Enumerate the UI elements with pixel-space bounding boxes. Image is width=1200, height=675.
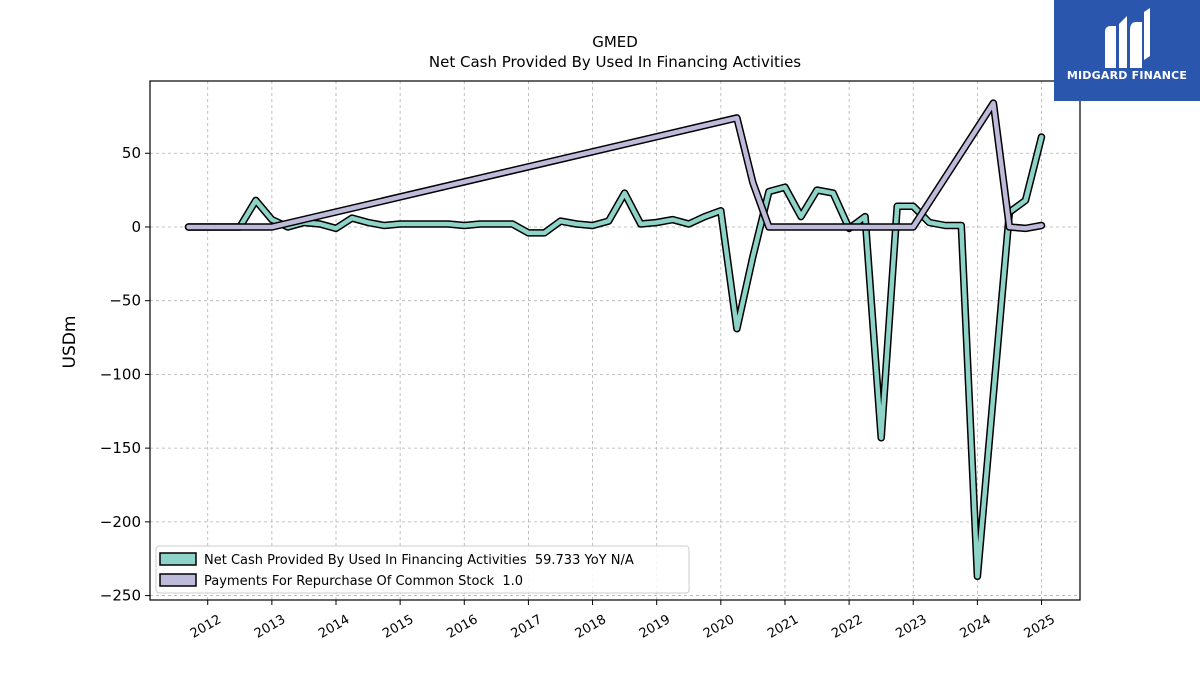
x-tick-label: 2016 bbox=[444, 612, 480, 642]
plot-frame bbox=[149, 80, 1081, 601]
x-tick-label: 2017 bbox=[509, 612, 545, 642]
grid bbox=[150, 81, 1080, 600]
midgard-logo-icon bbox=[1105, 8, 1150, 68]
brand-logo: MIDGARD FINANCE bbox=[1054, 0, 1200, 101]
x-tick-label: 2012 bbox=[188, 612, 224, 642]
x-tick-label: 2025 bbox=[1022, 612, 1058, 642]
y-tick-label: 50 bbox=[122, 144, 141, 162]
x-tick-label: 2013 bbox=[252, 612, 288, 642]
y-axis-label: USDm bbox=[60, 316, 80, 369]
x-tick-label: 2021 bbox=[765, 612, 801, 642]
y-tick-label: 0 bbox=[131, 218, 141, 236]
legend-swatch-net-cash bbox=[159, 552, 197, 566]
x-tick-label: 2015 bbox=[380, 612, 416, 642]
chart-subtitle: Net Cash Provided By Used In Financing A… bbox=[429, 53, 801, 71]
legend-label-repurchase: Payments For Repurchase Of Common Stock … bbox=[204, 574, 523, 589]
legend-box bbox=[155, 545, 690, 594]
x-tick-label: 2022 bbox=[829, 612, 865, 642]
y-tick-label: −100 bbox=[100, 365, 141, 383]
brand-name: MIDGARD FINANCE bbox=[1066, 69, 1188, 82]
series-layer bbox=[184, 99, 1046, 581]
legend: Net Cash Provided By Used In Financing A… bbox=[155, 545, 690, 594]
x-tick-label: 2024 bbox=[958, 612, 994, 642]
series-outline-net-cash-financing bbox=[184, 133, 1046, 581]
legend-swatch-repurchase bbox=[159, 573, 197, 587]
y-tick-label: −50 bbox=[109, 292, 141, 310]
chart-title: GMED bbox=[592, 33, 638, 51]
x-tick-label: 2023 bbox=[893, 612, 929, 642]
y-tick-label: −250 bbox=[100, 587, 141, 605]
x-tick-label: 2014 bbox=[316, 612, 352, 642]
series-line-repurchase-common-stock bbox=[186, 100, 1044, 231]
y-tick-label: −150 bbox=[100, 439, 141, 457]
x-tick-label: 2019 bbox=[637, 612, 673, 642]
legend-label-net-cash: Net Cash Provided By Used In Financing A… bbox=[204, 553, 634, 568]
y-tick-label: −200 bbox=[100, 513, 141, 531]
x-tick-label: 2020 bbox=[701, 612, 737, 642]
series-line-net-cash-financing bbox=[186, 134, 1044, 579]
x-tick-label: 2018 bbox=[573, 612, 609, 642]
